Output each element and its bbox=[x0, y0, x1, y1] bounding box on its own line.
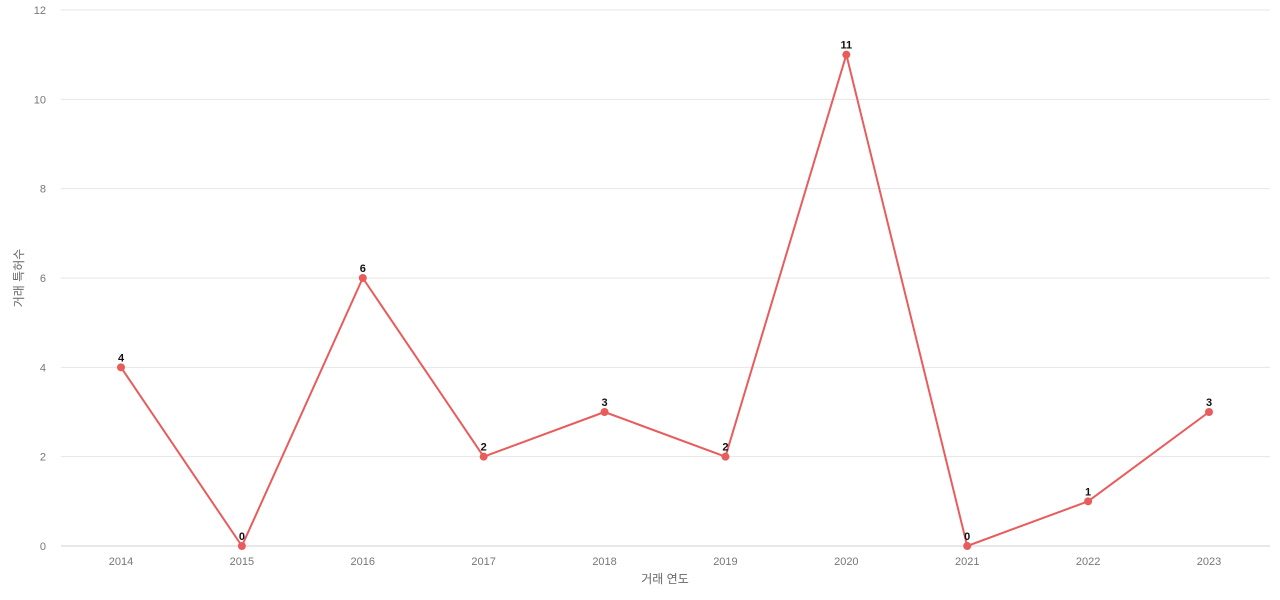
y-tick-label: 6 bbox=[40, 273, 46, 285]
y-tick-label: 0 bbox=[40, 541, 46, 553]
data-point[interactable] bbox=[600, 408, 609, 416]
data-label: 6 bbox=[360, 263, 366, 275]
series-points bbox=[117, 50, 1213, 550]
data-label: 2 bbox=[722, 442, 728, 454]
series-line-group bbox=[120, 53, 1210, 547]
data-labels: 4 0 6 2 3 2 11 0 1 3 bbox=[118, 40, 1212, 543]
data-point[interactable] bbox=[1084, 497, 1093, 506]
x-tick-label: 2021 bbox=[955, 556, 979, 568]
data-label: 4 bbox=[118, 352, 125, 364]
y-tick-label: 10 bbox=[34, 94, 46, 106]
x-tick-label: 2023 bbox=[1197, 556, 1221, 568]
data-point[interactable] bbox=[1205, 408, 1213, 416]
x-tick-label: 2018 bbox=[592, 556, 616, 568]
data-label: 1 bbox=[1085, 486, 1091, 498]
data-label: 0 bbox=[964, 531, 970, 543]
x-tick-label: 2022 bbox=[1076, 556, 1100, 568]
data-label: 3 bbox=[1206, 397, 1212, 409]
x-tick-label: 2015 bbox=[230, 556, 254, 568]
data-label: 11 bbox=[841, 40, 853, 52]
gridlines bbox=[61, 9, 1270, 547]
y-tick-label: 8 bbox=[40, 184, 46, 196]
data-label: 2 bbox=[481, 442, 487, 454]
y-axis-title: 거래 특허수 bbox=[12, 249, 26, 308]
data-point[interactable] bbox=[721, 452, 730, 461]
x-tick-label: 2014 bbox=[109, 556, 133, 568]
series-line bbox=[120, 53, 1210, 547]
y-tick-label: 2 bbox=[40, 452, 46, 464]
x-tick-label: 2016 bbox=[351, 556, 375, 568]
y-axis-ticks: 0 2 4 6 8 10 12 bbox=[34, 5, 46, 553]
x-tick-label: 2019 bbox=[713, 556, 737, 568]
x-axis-ticks: 2014 2015 2016 2017 2018 2019 2020 2021 2022 2023 bbox=[109, 556, 1221, 568]
data-label: 0 bbox=[239, 531, 245, 543]
x-tick-label: 2020 bbox=[834, 556, 858, 568]
data-point[interactable] bbox=[237, 542, 246, 550]
data-point[interactable] bbox=[963, 542, 972, 550]
data-label: 3 bbox=[601, 397, 607, 409]
y-tick-label: 12 bbox=[34, 5, 46, 17]
data-point[interactable] bbox=[358, 274, 367, 282]
data-point[interactable] bbox=[117, 363, 125, 372]
data-point[interactable] bbox=[842, 50, 851, 59]
y-tick-label: 4 bbox=[40, 362, 46, 374]
x-tick-label: 2017 bbox=[471, 556, 495, 568]
x-axis-title: 거래 연도 bbox=[641, 572, 689, 586]
data-point[interactable] bbox=[479, 452, 488, 461]
